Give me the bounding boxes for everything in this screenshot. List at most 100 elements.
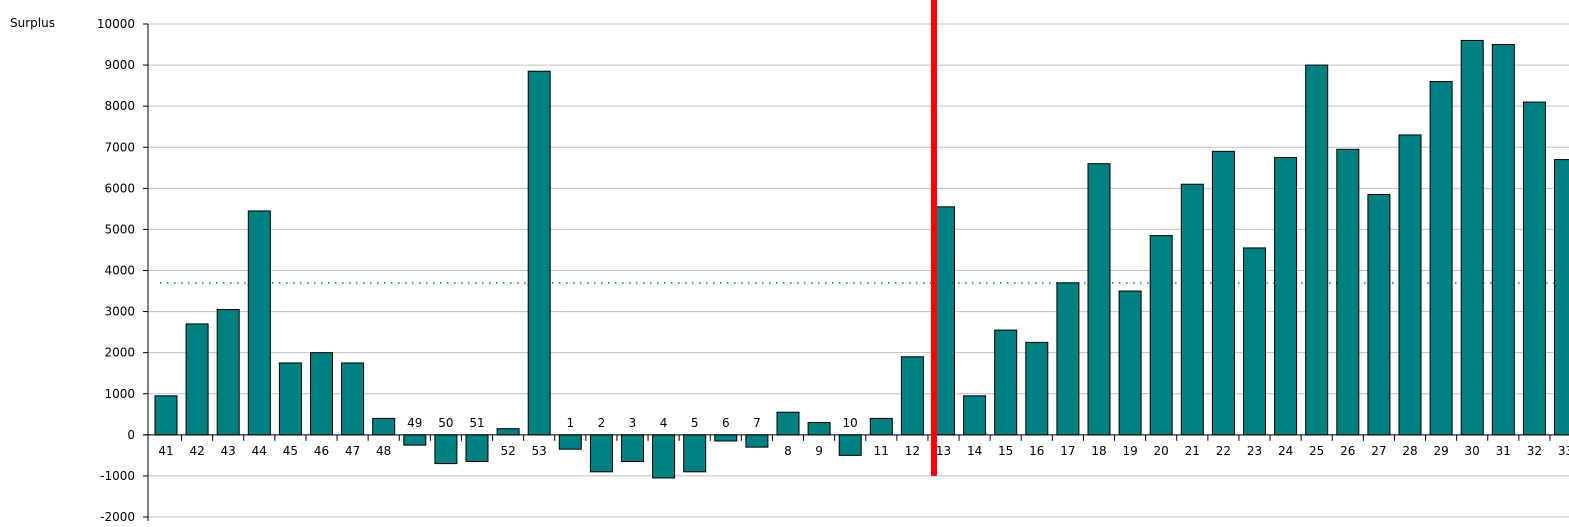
x-tick-label: 7 — [753, 416, 761, 430]
bar — [1398, 134, 1422, 436]
y-tick-label: -1000 — [100, 469, 135, 483]
x-tick-label: 43 — [221, 444, 236, 458]
bar — [1274, 157, 1298, 436]
x-tick-label: 46 — [314, 444, 329, 458]
bar — [465, 434, 489, 463]
bar — [558, 434, 582, 450]
y-tick-label: 9000 — [104, 58, 135, 72]
y-tick-label: 5000 — [104, 222, 135, 236]
bar — [621, 434, 644, 463]
bar — [434, 434, 458, 465]
x-tick-label: 20 — [1154, 444, 1169, 458]
bar — [1336, 148, 1360, 436]
x-tick-label: 27 — [1371, 444, 1386, 458]
bar — [900, 356, 924, 436]
x-tick-label: 16 — [1029, 444, 1044, 458]
bar — [1460, 39, 1484, 436]
x-tick-label: 26 — [1340, 444, 1355, 458]
bar — [776, 411, 800, 436]
bar — [1118, 290, 1142, 436]
bar — [1180, 183, 1204, 436]
y-tick-label: 7000 — [104, 140, 135, 154]
x-tick-label: 42 — [189, 444, 204, 458]
bar — [372, 417, 396, 436]
y-tick-label: -2000 — [100, 510, 135, 524]
bar — [589, 434, 613, 473]
bar — [403, 434, 427, 446]
x-tick-label: 21 — [1185, 444, 1200, 458]
y-tick-label: 3000 — [104, 305, 135, 319]
bar — [652, 434, 676, 479]
bar — [1056, 282, 1080, 436]
x-tick-label: 44 — [252, 444, 267, 458]
x-tick-label: 45 — [283, 444, 298, 458]
bar — [1025, 341, 1049, 436]
bars — [154, 39, 1569, 479]
bar — [1522, 101, 1546, 436]
y-axis-label: Surplus — [10, 16, 55, 30]
y-tick-label: 8000 — [104, 99, 135, 113]
x-tick-label: 23 — [1247, 444, 1262, 458]
bar — [994, 329, 1018, 436]
y-tick-label: 6000 — [104, 181, 135, 195]
x-tick-label: 2 — [598, 416, 606, 430]
x-tick-label: 10 — [843, 416, 858, 430]
bar — [963, 395, 987, 436]
x-tick-label: 24 — [1278, 444, 1293, 458]
y-tick-labels: -2000 -1000 0 1000 2000 3000 4000 5000 6000 7000 8… — [97, 17, 135, 524]
x-tick-label: 18 — [1091, 444, 1106, 458]
x-tick-label: 30 — [1465, 444, 1480, 458]
x-tick-label: 11 — [874, 444, 889, 458]
bar — [1367, 193, 1391, 436]
x-tick-label: 12 — [905, 444, 920, 458]
bar — [278, 362, 302, 436]
x-tick-label: 49 — [407, 416, 422, 430]
x-tick-label: 22 — [1216, 444, 1231, 458]
x-tick-label: 15 — [998, 444, 1013, 458]
bar — [1554, 159, 1569, 436]
bar — [1429, 81, 1453, 436]
y-tick-label: 2000 — [104, 346, 135, 360]
bar — [745, 434, 769, 448]
x-tick-label: 13 — [936, 444, 951, 458]
bar — [1087, 163, 1111, 436]
bar — [310, 352, 333, 436]
y-tick-label: 4000 — [104, 264, 135, 278]
x-tick-label: 5 — [691, 416, 699, 430]
x-tick-label: 33 — [1558, 444, 1569, 458]
bar — [341, 362, 365, 436]
bar — [683, 434, 707, 473]
x-tick-label: 47 — [345, 444, 360, 458]
bar — [1243, 247, 1266, 436]
x-tick-label: 1 — [566, 416, 574, 430]
x-tick-label: 50 — [438, 416, 453, 430]
bar — [807, 422, 831, 436]
bar — [1491, 44, 1515, 436]
y-tick-label: 10000 — [97, 17, 135, 31]
x-tick-label: 14 — [967, 444, 982, 458]
bar — [869, 417, 893, 436]
y-tick-label: 1000 — [104, 387, 135, 401]
x-tick-label: 8 — [784, 444, 792, 458]
x-tick-label: 51 — [469, 416, 484, 430]
x-tick-label: 9 — [815, 444, 823, 458]
x-tick-label: 3 — [629, 416, 637, 430]
y-tick-label: 0 — [127, 428, 135, 442]
bar — [247, 210, 271, 436]
bar — [714, 434, 738, 442]
x-tick-label: 53 — [532, 444, 547, 458]
bar — [185, 323, 209, 436]
bar — [216, 309, 240, 436]
x-tick-label: 4 — [660, 416, 668, 430]
x-tick-label: 31 — [1496, 444, 1511, 458]
bar — [154, 395, 178, 436]
bar — [1149, 235, 1173, 436]
bar — [527, 70, 551, 436]
x-tick-label: 41 — [158, 444, 173, 458]
bar — [1305, 64, 1329, 436]
x-tick-label: 52 — [500, 444, 515, 458]
bar — [838, 434, 862, 456]
x-tick-label: 48 — [376, 444, 391, 458]
